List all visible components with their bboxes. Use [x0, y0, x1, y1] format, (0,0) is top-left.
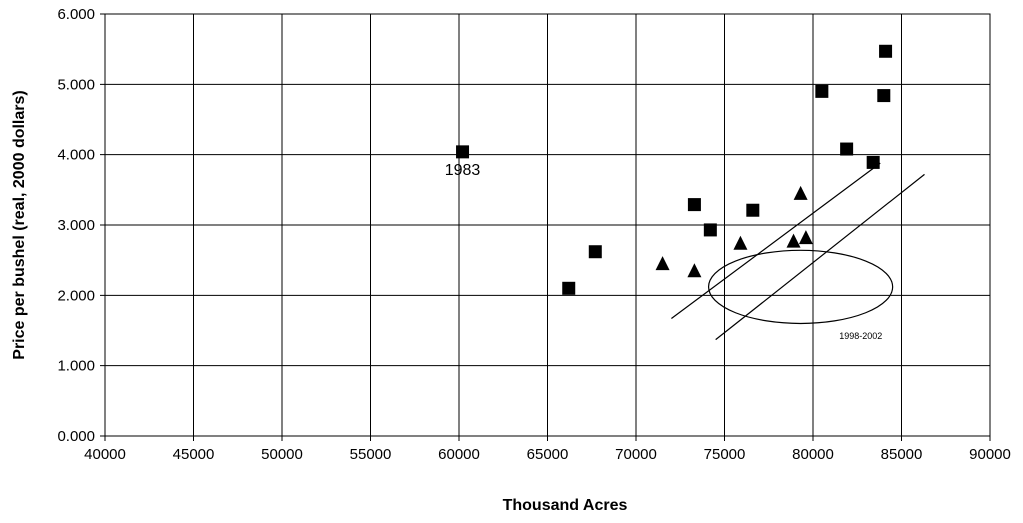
x-tick-label: 90000 [969, 446, 1011, 463]
triangle-point [687, 263, 702, 278]
x-tick-label: 40000 [84, 446, 126, 463]
square-point [588, 245, 602, 259]
x-tick-label: 80000 [792, 446, 834, 463]
square-point [877, 89, 891, 103]
y-tick-label: 3.000 [57, 217, 95, 234]
square-point [456, 145, 470, 159]
x-tick-label: 65000 [527, 446, 569, 463]
annotation-label: 1998-2002 [839, 331, 882, 341]
grid [100, 13, 991, 441]
trend-line [715, 173, 925, 341]
y-tick-label: 6.000 [57, 6, 95, 23]
x-tick-labels: 40000 45000 50000 55000 60000 65000 70000 75000… [84, 446, 1011, 463]
x-tick-label: 60000 [438, 446, 480, 463]
x-tick-label: 50000 [261, 446, 303, 463]
plot-area-border [104, 13, 991, 437]
square-point [866, 155, 880, 169]
y-tick-label: 5.000 [57, 76, 95, 93]
data-points [456, 44, 893, 295]
x-tick-label: 45000 [173, 446, 215, 463]
triangle-point [793, 185, 808, 200]
x-tick-label: 55000 [350, 446, 392, 463]
square-point [746, 203, 760, 217]
square-point [703, 223, 717, 237]
square-point [815, 84, 829, 98]
square-point [687, 198, 701, 212]
annotations: 1983 1998-2002 [445, 162, 883, 341]
y-axis-title: Price per bushel (real, 2000 dollars) [11, 90, 28, 359]
y-tick-labels: 0.000 1.000 2.000 3.000 4.000 5.000 6.000 [57, 6, 95, 445]
y-tick-label: 2.000 [57, 287, 95, 304]
square-point [840, 142, 854, 156]
triangle-point [655, 256, 670, 271]
highlight-ellipse [707, 249, 894, 325]
x-tick-label: 75000 [704, 446, 746, 463]
triangle-point [798, 230, 813, 245]
x-tick-label: 70000 [615, 446, 657, 463]
square-point [562, 281, 576, 295]
trend-lines [671, 162, 925, 341]
annotation-label: 1983 [445, 162, 481, 179]
triangle-point [786, 233, 801, 248]
triangle-point [733, 235, 748, 250]
x-tick-label: 85000 [881, 446, 923, 463]
y-tick-label: 4.000 [57, 147, 95, 164]
y-tick-label: 1.000 [57, 358, 95, 375]
square-point [879, 44, 893, 58]
trend-line [671, 162, 881, 320]
x-axis-title: Thousand Acres [503, 497, 628, 514]
y-tick-label: 0.000 [57, 428, 95, 445]
